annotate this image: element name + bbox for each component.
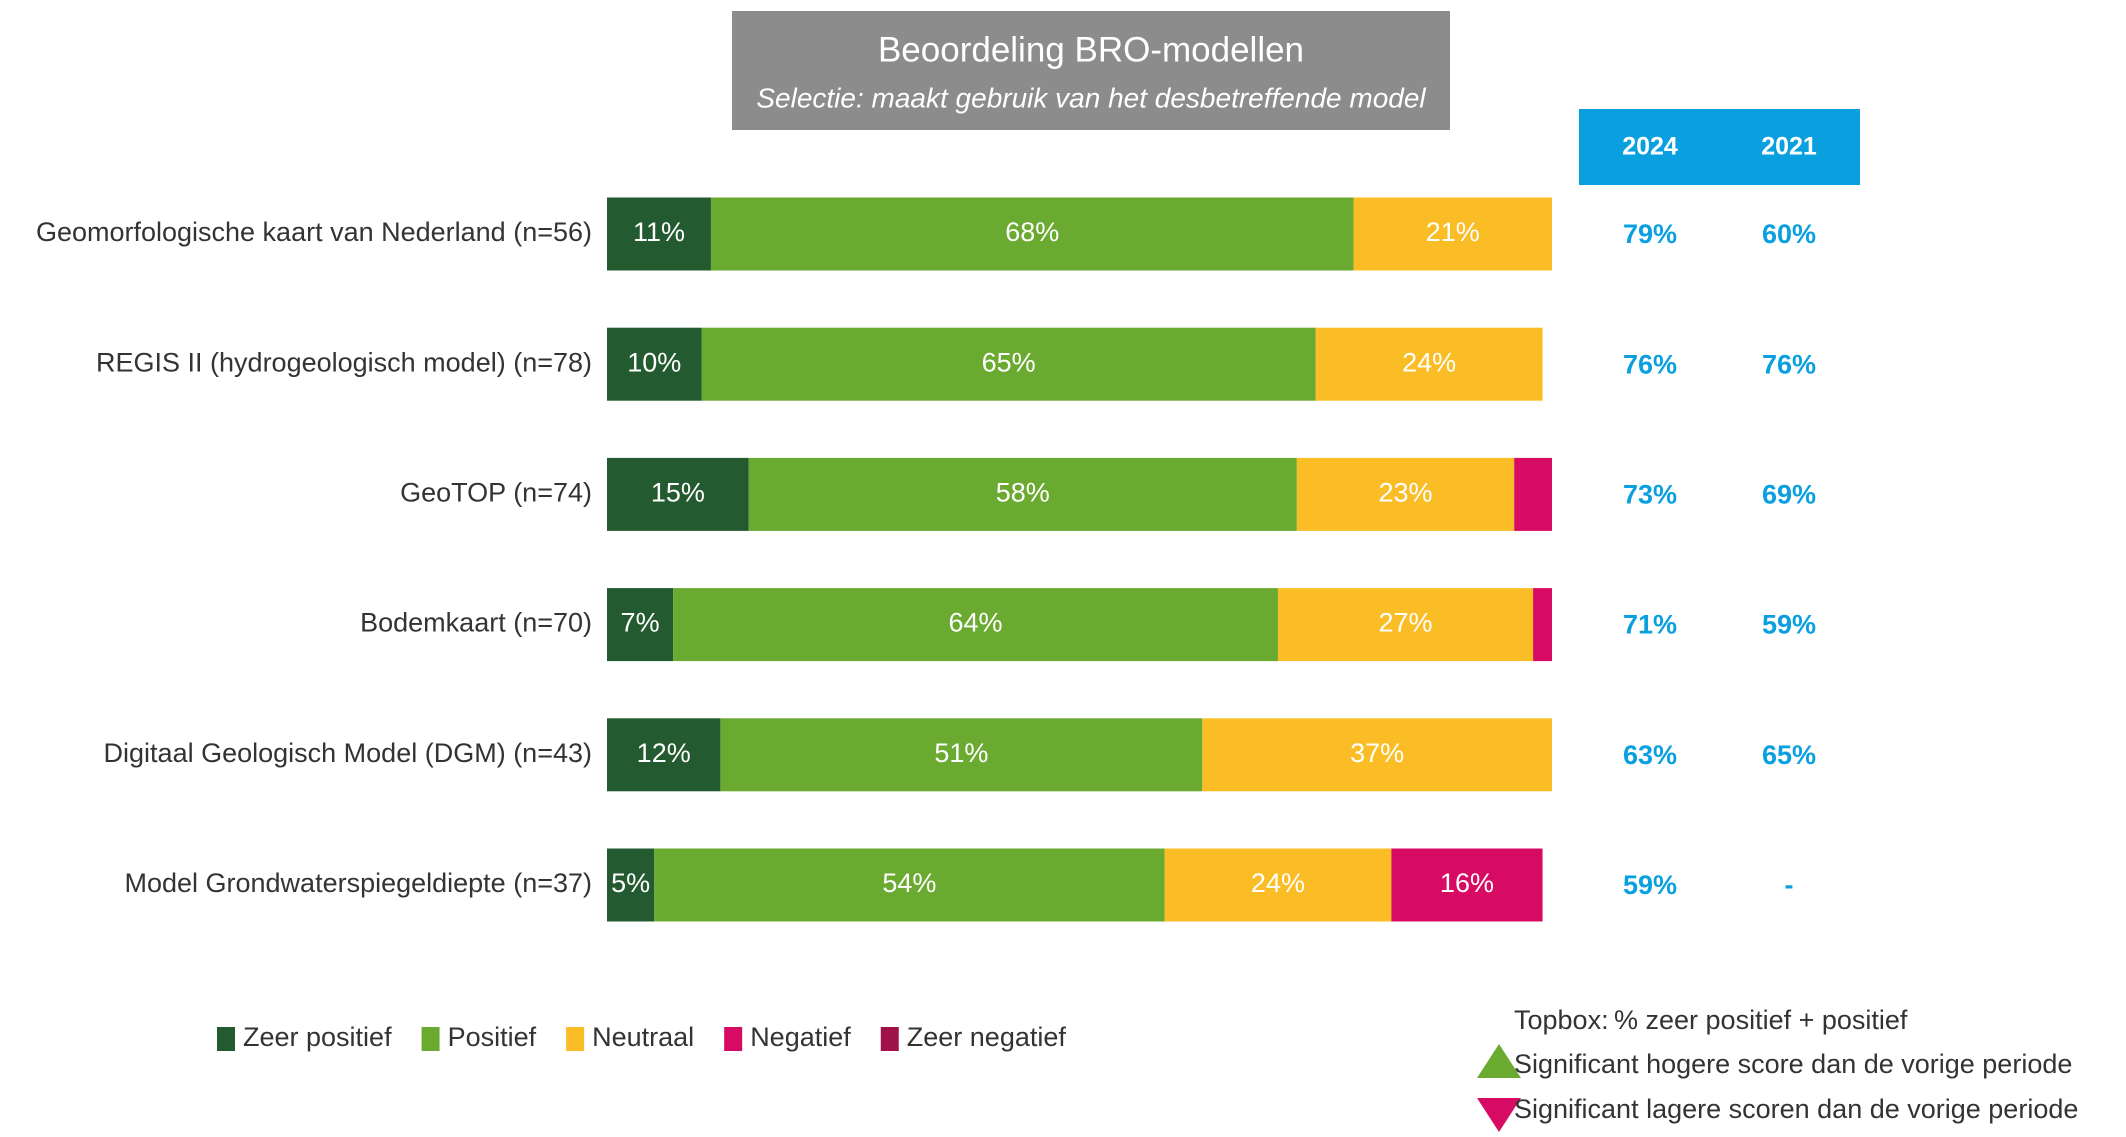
bar-segment — [1514, 457, 1552, 531]
data-label: 24% — [1251, 868, 1305, 898]
table-cell: 79% — [1623, 219, 1677, 249]
data-label: 16% — [1440, 868, 1494, 898]
table-cell: 69% — [1762, 480, 1816, 510]
bar-segment — [1391, 848, 1543, 922]
bar-segment — [701, 327, 1316, 401]
bar-segment — [673, 588, 1278, 662]
legend-swatch — [566, 1027, 585, 1051]
data-label: 37% — [1350, 738, 1404, 768]
bar-segment — [720, 718, 1203, 792]
data-label: 58% — [996, 478, 1050, 508]
note-up: Significant hogere score dan de vorige p… — [1514, 1049, 2072, 1079]
table-cell: 76% — [1762, 349, 1816, 379]
bar-segment — [1202, 718, 1552, 792]
data-label: 27% — [1379, 608, 1433, 638]
data-label: 23% — [1379, 478, 1433, 508]
category-label: GeoTOP (n=74) — [400, 478, 592, 508]
up-triangle — [1477, 1044, 1521, 1078]
table-cell: 73% — [1623, 480, 1677, 510]
table-header: 2024 — [1622, 133, 1678, 161]
table-cell: 60% — [1762, 219, 1816, 249]
data-label: 10% — [627, 347, 681, 377]
bar-segment — [1315, 327, 1543, 401]
table-cell: - — [1785, 870, 1794, 900]
bar-segment — [1296, 457, 1515, 531]
data-label: 12% — [637, 738, 691, 768]
legend-swatch — [217, 1027, 235, 1051]
bar-segment — [607, 457, 749, 531]
table-cell: 65% — [1762, 740, 1816, 770]
data-label: 65% — [982, 347, 1036, 377]
data-label: 5% — [611, 868, 650, 898]
legend-label: Neutraal — [592, 1022, 694, 1052]
chart-subtitle: Selectie: maakt gebruik van het desbetre… — [756, 82, 1426, 113]
chart-title: Beoordeling BRO-modellen — [878, 30, 1304, 69]
data-label: 15% — [651, 478, 705, 508]
data-label: 11% — [633, 217, 685, 247]
bar-segment — [607, 327, 702, 401]
legend-swatch — [724, 1027, 743, 1051]
data-label: 54% — [882, 868, 936, 898]
bar-segment — [710, 197, 1354, 271]
legend-label: Negatief — [750, 1022, 851, 1052]
table-cell: 59% — [1762, 610, 1816, 640]
data-label: 24% — [1402, 347, 1456, 377]
table-cell: 59% — [1623, 870, 1677, 900]
legend-swatch — [880, 1027, 899, 1051]
data-label: 51% — [934, 738, 988, 768]
bar-segment — [607, 718, 721, 792]
category-label: Bodemkaart (n=70) — [360, 608, 592, 638]
bar-segment — [607, 848, 655, 922]
data-label: 21% — [1426, 217, 1480, 247]
category-label: Geomorfologische kaart van Nederland (n=… — [36, 217, 592, 247]
table-header-box — [1579, 109, 1860, 185]
data-label: 68% — [1005, 217, 1059, 247]
topbox-label: Topbox: — [1514, 1005, 1609, 1035]
bar-segment — [748, 457, 1297, 531]
legend-label: Zeer negatief — [907, 1022, 1067, 1052]
category-label: Digitaal Geologisch Model (DGM) (n=43) — [104, 738, 592, 768]
data-label: 7% — [621, 608, 660, 638]
table-cell: 63% — [1623, 740, 1677, 770]
legend-swatch — [421, 1027, 440, 1051]
bar-segment — [607, 197, 711, 271]
category-label: Model Grondwaterspiegeldiepte (n=37) — [124, 868, 592, 898]
topbox-text: % zeer positief + positief — [1614, 1005, 1908, 1035]
bar-segment — [1164, 848, 1392, 922]
category-label: REGIS II (hydrogeologisch model) (n=78) — [96, 347, 592, 377]
table-header: 2021 — [1761, 133, 1817, 161]
table-cell: 71% — [1623, 610, 1677, 640]
down-triangle — [1477, 1098, 1521, 1132]
bar-segment — [1353, 197, 1552, 271]
bar-segment — [1277, 588, 1534, 662]
bar-segment — [1533, 588, 1552, 662]
data-label: 64% — [949, 608, 1003, 638]
legend-label: Positief — [448, 1022, 537, 1052]
table-cell: 76% — [1623, 349, 1677, 379]
legend-label: Zeer positief — [243, 1022, 392, 1052]
title-box — [732, 11, 1450, 130]
note-down: Significant lagere scoren dan de vorige … — [1514, 1094, 2078, 1124]
bar-segment — [654, 848, 1165, 922]
bar-segment — [607, 588, 674, 662]
